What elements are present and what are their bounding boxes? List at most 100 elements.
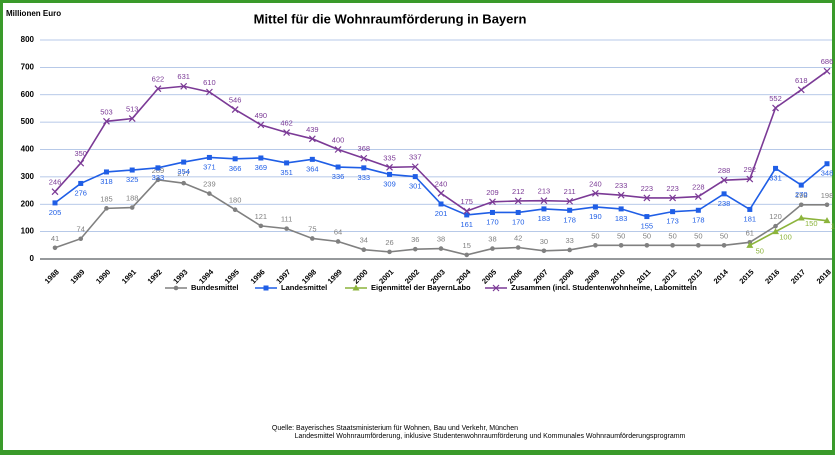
data-label: 50 [591,231,599,240]
chart-title: Mittel für die Wohnraumförderung in Baye… [254,11,527,26]
data-label: 503 [100,107,113,116]
data-label: 209 [486,188,499,197]
data-label: 155 [641,222,654,231]
point [541,248,547,254]
point [515,209,521,215]
legend-marker [492,284,500,292]
point [180,82,188,90]
point [310,236,315,241]
data-label: 190 [589,212,602,221]
data-label: 150 [805,219,818,228]
data-label: 631 [177,72,190,81]
data-label: 50 [756,246,764,255]
point [490,246,495,251]
point [772,228,780,235]
point [463,207,471,215]
y-tick-label: 100 [21,227,35,236]
y-tick-label: 400 [21,145,35,154]
point [155,177,161,183]
y-tick-label: 600 [21,90,35,99]
data-label: 228 [692,183,705,192]
point [541,206,547,212]
point [257,121,265,129]
data-label: 368 [358,144,371,153]
data-label: 333 [152,173,165,182]
data-label: 354 [177,167,190,176]
data-label: 38 [437,235,445,244]
data-label: 180 [229,196,242,205]
point [206,154,212,160]
data-label: 198 [821,191,834,200]
point [51,188,59,196]
data-label: 213 [538,187,551,196]
point [618,206,624,212]
point [103,117,110,125]
point [489,209,495,215]
point [335,164,341,170]
data-label: 26 [385,238,393,247]
point [721,243,727,248]
point [154,85,162,93]
y-axis-label: Millionen Euro [6,9,61,18]
data-label: 181 [744,214,757,223]
legend-marker [263,285,269,291]
point [335,239,341,244]
data-label: 173 [666,217,679,226]
data-label: 270 [795,190,808,199]
data-label: 111 [281,215,292,224]
data-label: 336 [332,172,345,181]
data-label: 240 [435,179,448,188]
point [258,223,264,229]
data-label: 64 [334,227,342,236]
point [823,217,831,224]
point [695,207,701,213]
data-label: 351 [280,168,293,177]
point [644,214,650,220]
chart-panel [3,3,832,450]
point [797,214,805,221]
legend-label: Zusammen (incl. Studentenwohnheime, Labo… [511,283,697,292]
data-label: 240 [589,179,602,188]
data-label: 33 [565,236,573,245]
point [104,206,109,211]
data-label: 686 [821,57,834,66]
point [78,236,84,242]
point [747,206,753,212]
data-label: 120 [769,212,782,221]
point [231,106,239,113]
point [669,194,677,202]
point [670,243,675,248]
data-label: 183 [615,214,628,223]
data-label: 490 [255,111,268,120]
point [78,180,84,186]
point [464,252,470,258]
data-label: 223 [641,184,654,193]
point [746,175,754,183]
point [386,163,393,171]
data-label: 41 [51,234,59,243]
data-label: 30 [540,237,548,246]
point [77,159,85,167]
data-label: 178 [563,215,576,224]
data-label: 140 [831,222,835,231]
data-label: 38 [488,235,496,244]
point [824,202,830,208]
source-line: Quelle: Bayerisches Staatsministerium fü… [272,425,518,432]
point [284,226,289,231]
point [514,197,522,205]
legend-label: Landesmittel [281,283,327,292]
point [387,249,392,255]
point [591,189,599,197]
data-label: 337 [409,153,422,162]
point [772,104,779,112]
data-label: 212 [512,187,525,196]
y-tick-label: 200 [21,199,35,208]
point [360,154,368,162]
data-label: 618 [795,76,808,85]
point [438,246,444,251]
point [696,243,701,248]
data-label: 331 [769,173,782,182]
data-label: 289 [152,166,165,175]
data-label: 74 [77,225,85,234]
